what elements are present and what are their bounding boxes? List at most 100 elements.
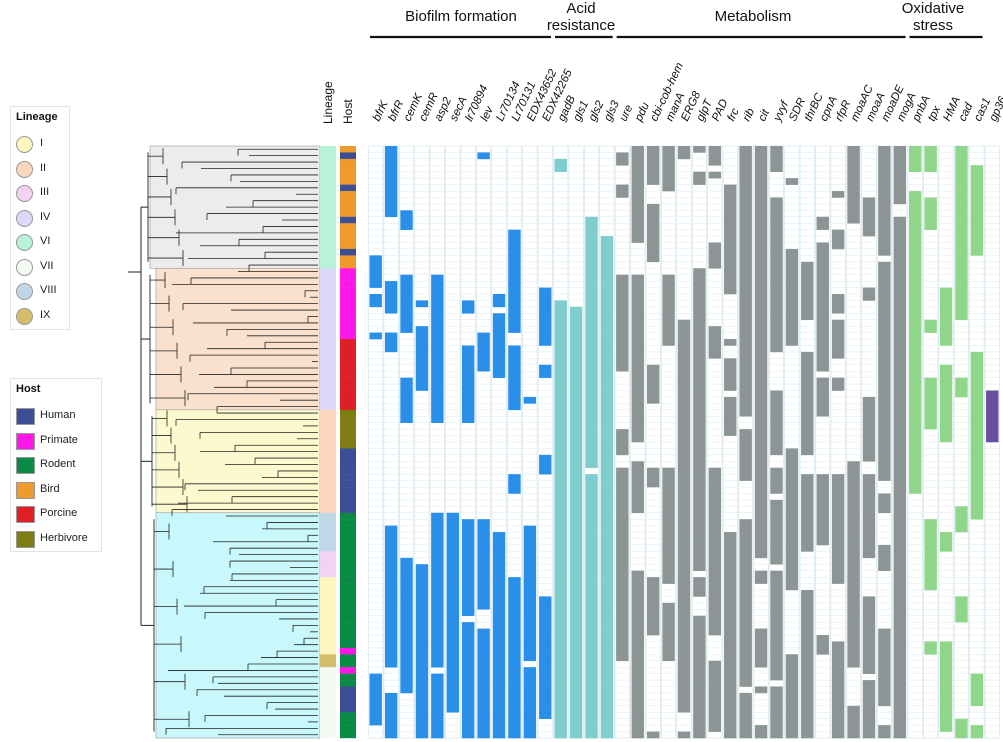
gene-present-cell	[847, 512, 860, 520]
gene-present-cell	[600, 692, 614, 700]
gene-present-cell	[909, 461, 922, 469]
gene-present-cell	[631, 654, 644, 662]
gene-present-cell	[724, 210, 737, 218]
gene-present-cell	[554, 557, 567, 565]
gene-present-cell	[893, 216, 907, 224]
gene-present-cell	[446, 532, 459, 539]
gene-present-cell	[739, 705, 752, 713]
gene-present-cell	[384, 287, 398, 295]
gene-present-cell	[477, 705, 490, 713]
gene-present-cell	[677, 429, 691, 436]
gene-present-cell	[600, 242, 614, 250]
gene-present-cell	[384, 294, 398, 301]
gene-present-cell	[955, 171, 968, 179]
lineage-cell	[320, 660, 336, 668]
gene-present-cell	[539, 332, 552, 340]
host-cell	[340, 667, 356, 674]
gene-present-cell	[662, 313, 675, 321]
gene-present-cell	[893, 152, 907, 160]
gene-present-cell	[970, 725, 984, 732]
gene-present-cell	[878, 191, 891, 198]
gene-present-cell	[801, 487, 814, 494]
gene-present-cell	[816, 377, 829, 385]
gene-present-cell	[785, 577, 799, 584]
gene-present-cell	[523, 615, 537, 623]
gene-present-cell	[785, 557, 799, 565]
gene-present-cell	[693, 544, 706, 552]
gene-present-cell	[801, 294, 814, 301]
gene-present-cell	[384, 705, 398, 713]
gene-present-cell	[739, 377, 752, 385]
gene-present-cell	[646, 577, 660, 584]
lineage-cell	[320, 615, 336, 623]
gene-present-cell	[400, 570, 413, 578]
gene-present-cell	[585, 487, 598, 494]
gene-present-cell	[862, 692, 876, 700]
host-cell	[340, 152, 356, 160]
host-cell	[340, 364, 356, 372]
gene-present-cell	[477, 654, 490, 662]
gene-present-cell	[431, 409, 444, 417]
gene-present-cell	[554, 725, 567, 732]
gene-present-cell	[585, 236, 598, 243]
gene-present-cell	[616, 358, 629, 366]
gene-present-cell	[677, 692, 691, 700]
gene-present-cell	[446, 680, 459, 687]
gene-present-cell	[693, 371, 706, 378]
gene-present-cell	[754, 351, 768, 359]
gene-present-cell	[569, 454, 583, 462]
gene-present-cell	[909, 467, 922, 475]
gene-present-cell	[569, 306, 583, 314]
gene-present-cell	[801, 635, 814, 642]
gene-present-cell	[492, 590, 506, 597]
host-legend-swatch	[16, 506, 35, 523]
gene-present-cell	[631, 203, 644, 211]
host-legend-swatch	[16, 481, 35, 499]
lineage-cell	[320, 647, 336, 655]
gene-present-cell	[384, 602, 398, 610]
gene-present-cell	[785, 480, 799, 488]
gene-present-cell	[785, 532, 799, 539]
gene-present-cell	[831, 641, 845, 649]
gene-present-cell	[585, 538, 598, 546]
lineage-cell	[320, 551, 336, 559]
host-legend-label: Herbivore	[40, 531, 88, 544]
gene-present-cell	[924, 377, 937, 385]
gene-present-cell	[785, 731, 799, 739]
gene-present-cell	[893, 319, 907, 327]
lineage-cell	[320, 216, 336, 224]
gene-present-cell	[431, 519, 444, 526]
host-cell	[340, 699, 356, 707]
gene-present-cell	[446, 570, 459, 578]
gene-present-cell	[801, 384, 814, 391]
gene-present-cell	[754, 261, 768, 269]
gene-present-cell	[631, 152, 644, 160]
gene-present-cell	[477, 680, 490, 687]
gene-present-cell	[677, 551, 691, 559]
gene-present-cell	[631, 609, 644, 617]
gene-present-cell	[801, 660, 814, 668]
lineage-cell	[320, 442, 336, 449]
gene-present-cell	[508, 242, 521, 250]
gene-present-cell	[384, 197, 398, 205]
lineage-cell	[320, 409, 336, 417]
gene-present-cell	[955, 268, 968, 275]
gene-present-cell	[616, 474, 629, 481]
gene-present-cell	[801, 622, 814, 629]
gene-present-cell	[461, 635, 475, 642]
gene-present-cell	[754, 287, 768, 295]
gene-present-cell	[677, 467, 691, 475]
gene-present-cell	[708, 519, 722, 526]
gene-present-cell	[616, 519, 629, 526]
gene-present-cell	[801, 409, 814, 417]
gene-present-cell	[631, 351, 644, 359]
host-cell	[340, 158, 356, 166]
gene-present-cell	[708, 628, 722, 636]
gene-present-cell	[585, 647, 598, 655]
gene-present-cell	[862, 680, 876, 687]
lineage-cell	[320, 197, 336, 205]
gene-present-cell	[862, 287, 876, 295]
gene-present-cell	[477, 519, 490, 526]
gene-present-cell	[508, 667, 521, 674]
gene-present-cell	[816, 255, 829, 263]
